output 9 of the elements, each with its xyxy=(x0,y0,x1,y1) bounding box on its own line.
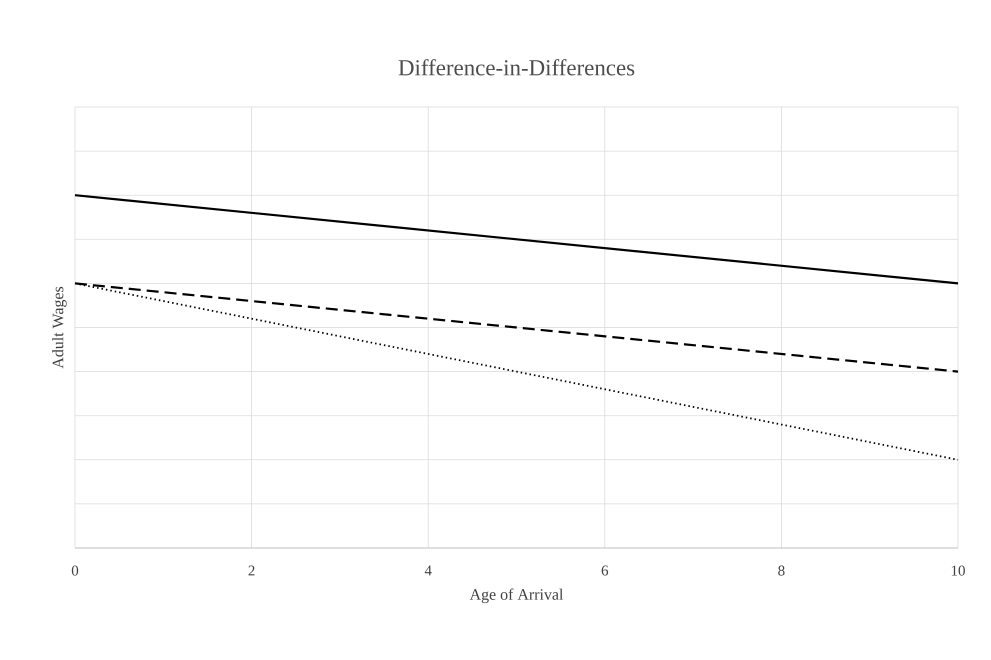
x-tick-label: 6 xyxy=(602,566,608,576)
x-tick-label: 0 xyxy=(72,566,78,576)
chart-title: Difference-in-Differences xyxy=(398,59,634,76)
x-tick-label: 10 xyxy=(952,566,965,576)
x-tick-label: 8 xyxy=(778,566,785,576)
y-axis-title: Adult Wages xyxy=(52,286,67,369)
x-tick-label: 2 xyxy=(248,566,255,576)
x-tick-label: 4 xyxy=(424,566,432,576)
x-axis-title: Age of Arrival xyxy=(470,588,564,604)
